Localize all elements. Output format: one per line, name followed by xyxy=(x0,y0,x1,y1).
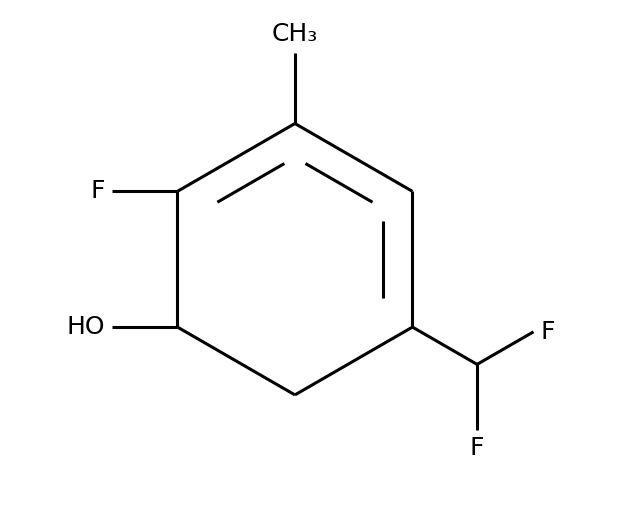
Text: CH₃: CH₃ xyxy=(272,22,318,46)
Text: HO: HO xyxy=(67,315,106,339)
Text: F: F xyxy=(540,320,555,344)
Text: F: F xyxy=(470,436,484,460)
Text: F: F xyxy=(91,179,106,203)
